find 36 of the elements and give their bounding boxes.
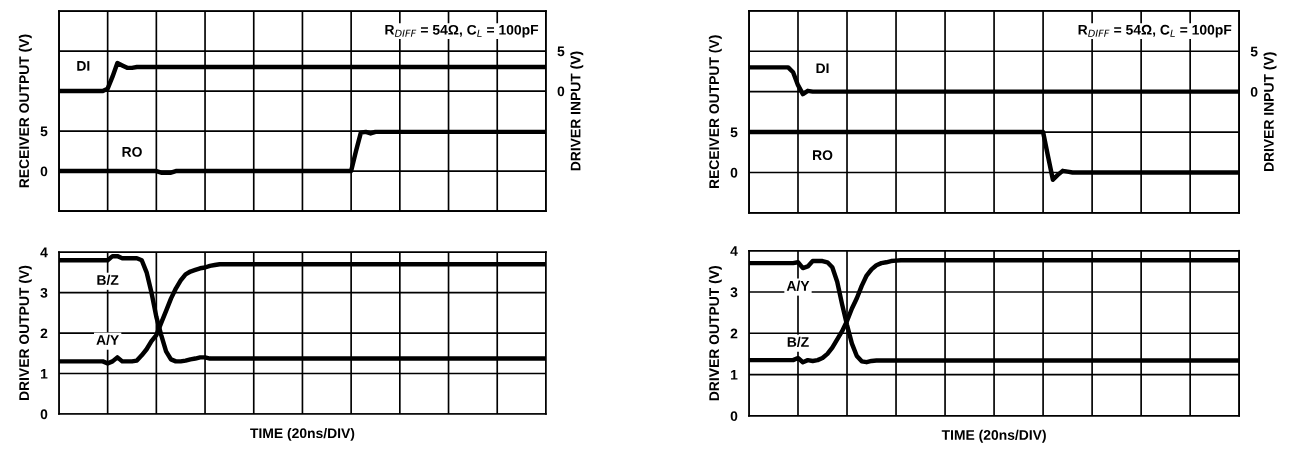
series-label: A/Y xyxy=(96,334,119,346)
y2-tick-label: 0 xyxy=(557,86,565,97)
y2-tick-label: 5 xyxy=(1250,46,1258,57)
y-axis-title: DRIVER OUTPUT (V) xyxy=(18,265,32,401)
series-label: RO xyxy=(813,150,833,161)
y-tick-label: 5 xyxy=(730,127,738,138)
y-tick-label: 2 xyxy=(730,328,738,339)
x-axis-title: TIME (20ns/DIV) xyxy=(250,427,355,441)
y-tick-label: 3 xyxy=(730,287,738,298)
y-tick-label: 1 xyxy=(40,369,48,379)
y-tick-label: 4 xyxy=(40,247,48,258)
y-axis-title: RECEIVER OUTPUT (V) xyxy=(18,34,32,188)
y2-axis-title: DRIVER INPUT (V) xyxy=(570,51,584,171)
y-tick-label: 0 xyxy=(40,409,48,420)
y-axis-title: DRIVER OUTPUT (V) xyxy=(708,266,722,401)
y-tick-label: 5 xyxy=(40,126,48,137)
series-label: B/Z xyxy=(97,274,119,286)
series-label: DI xyxy=(816,63,829,74)
annotation: R$_{DIFF}$ = 54Ω, C$_{L}$ = 100pF xyxy=(1078,24,1232,38)
series-label: RO xyxy=(122,146,142,157)
y2-tick-label: 5 xyxy=(557,46,565,57)
y-tick-label: 0 xyxy=(730,167,738,178)
series-label: A/Y xyxy=(786,280,810,291)
y-tick-label: 0 xyxy=(730,411,738,421)
y-tick-label: 0 xyxy=(40,166,48,177)
y2-tick-label: 0 xyxy=(1250,86,1258,97)
y-tick-label: 2 xyxy=(40,328,48,339)
x-axis-title: TIME (20ns/DIV) xyxy=(941,429,1046,443)
y2-axis-title: DRIVER INPUT (V) xyxy=(1263,52,1277,172)
y-tick-label: 3 xyxy=(40,287,48,298)
y-tick-label: 1 xyxy=(731,370,738,380)
y-axis-title: RECEIVER OUTPUT (V) xyxy=(708,35,722,189)
series-label: B/Z xyxy=(787,336,809,348)
y-tick-label: 4 xyxy=(730,246,738,256)
series-label: DI xyxy=(77,61,90,71)
annotation: R$_{DIFF}$ = 54Ω, C$_{L}$ = 100pF xyxy=(385,24,539,38)
